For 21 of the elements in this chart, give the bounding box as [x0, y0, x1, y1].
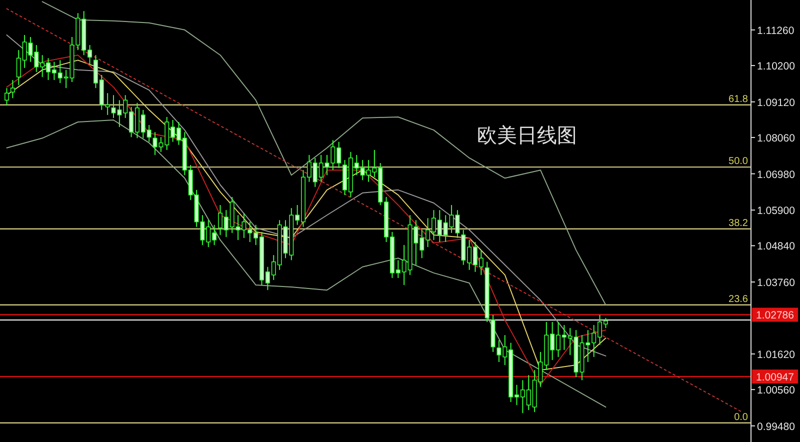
y-tick-label: 1.05900 — [757, 205, 796, 218]
y-tick-label: 1.01620 — [757, 348, 796, 361]
y-tick-label: 1.04840 — [757, 240, 796, 253]
y-tick-label: 1.06980 — [757, 168, 796, 181]
y-tick-label: 1.10200 — [757, 60, 796, 73]
line-series — [42, 1, 606, 306]
y-tick-label: 1.03760 — [757, 277, 796, 290]
ref-line-label: 1.02786 — [756, 310, 794, 322]
text: 欧美日线图 — [477, 124, 577, 147]
annotation: 0.0 — [734, 412, 748, 423]
y-tick-label: 1.09120 — [757, 96, 796, 109]
annotation: 50.0 — [728, 156, 748, 168]
ref-line-label: 1.00947 — [756, 372, 794, 384]
y-tick-label: 0.99480 — [757, 420, 796, 433]
annotation: 61.8 — [728, 94, 748, 105]
annotation: 23.6 — [728, 294, 748, 305]
y-tick-label: 1.00560 — [757, 384, 796, 397]
annotation: 38.2 — [728, 218, 748, 229]
y-tick-label: 1.08060 — [757, 132, 796, 144]
line-series — [6, 120, 606, 408]
y-tick-label: 1.11260 — [757, 24, 794, 37]
